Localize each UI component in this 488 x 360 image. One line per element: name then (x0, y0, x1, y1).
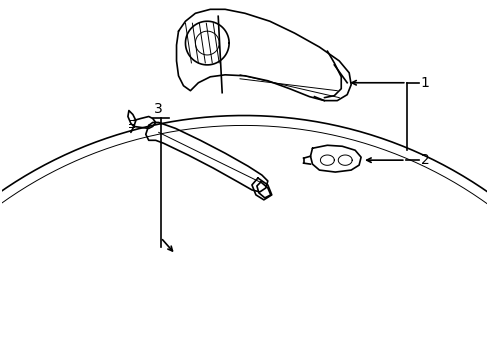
Text: 1: 1 (420, 76, 428, 90)
Text: 2: 2 (420, 153, 428, 167)
Text: 3: 3 (154, 102, 163, 116)
